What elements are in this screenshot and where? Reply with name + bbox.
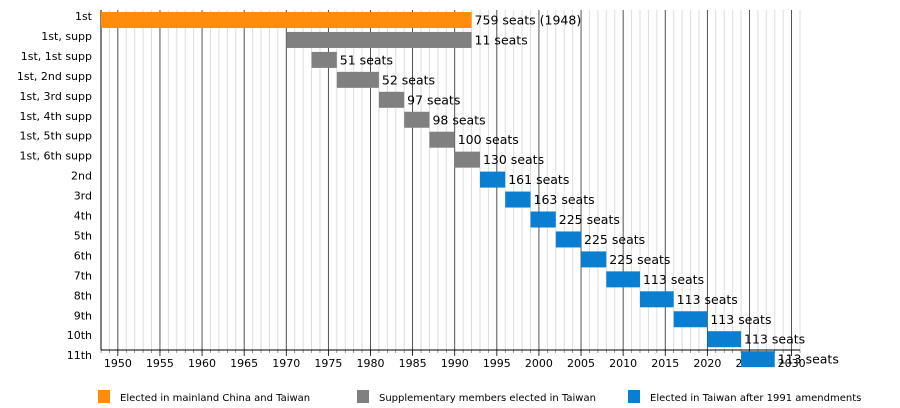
bar xyxy=(429,131,455,148)
bar-label: 51 seats xyxy=(340,52,393,67)
bar-label: 97 seats xyxy=(407,92,460,107)
bar xyxy=(673,311,708,328)
category-label: 1st, 4th supp xyxy=(20,110,93,123)
legend-swatch xyxy=(628,390,640,403)
bar-label: 225 seats xyxy=(584,232,645,247)
bar xyxy=(286,31,472,48)
x-tick-label: 2010 xyxy=(609,357,637,370)
category-label: 7th xyxy=(74,269,92,282)
bar xyxy=(404,111,430,128)
x-tick-label: 1990 xyxy=(441,357,469,370)
bar-label: 11 seats xyxy=(475,32,528,47)
bar xyxy=(479,171,506,188)
x-tick-label: 1950 xyxy=(104,357,132,370)
x-tick-label: 2015 xyxy=(651,357,679,370)
x-tick-label: 1975 xyxy=(314,357,342,370)
category-label: 1st, 1st supp xyxy=(21,50,92,63)
category-label: 1st, 2nd supp xyxy=(17,70,92,83)
bar xyxy=(606,271,640,288)
legend-swatch xyxy=(98,390,110,403)
bar-label: 98 seats xyxy=(432,112,485,127)
bar xyxy=(555,231,582,248)
category-label: 6th xyxy=(74,249,92,262)
bar-label: 225 seats xyxy=(559,212,620,227)
bar-label: 163 seats xyxy=(534,192,595,207)
bar-label: 113 seats xyxy=(744,332,805,347)
bar-label: 113 seats xyxy=(677,292,738,307)
bar xyxy=(707,331,742,348)
x-tick-label: 1970 xyxy=(272,357,300,370)
x-tick-label: 2020 xyxy=(693,357,721,370)
bar-label: 759 seats (1948) xyxy=(475,13,582,28)
bar xyxy=(101,12,472,28)
x-tick-label: 1995 xyxy=(483,357,511,370)
legend-text: Elected in Taiwan after 1991 amendments xyxy=(650,393,861,404)
category-label: 1st, 6th supp xyxy=(20,150,93,163)
x-tick-label: 1980 xyxy=(356,357,384,370)
category-label: 11th xyxy=(67,349,92,362)
bar-label: 225 seats xyxy=(609,252,670,267)
x-tick-label: 2005 xyxy=(567,357,595,370)
category-label: 1st, 5th supp xyxy=(20,130,93,143)
x-tick-label: 1960 xyxy=(188,357,216,370)
legend-swatch xyxy=(357,390,369,403)
category-label: 10th xyxy=(67,329,92,342)
bar xyxy=(311,51,337,68)
bar xyxy=(639,291,674,308)
x-tick-label: 2000 xyxy=(525,357,553,370)
bar-label: 161 seats xyxy=(508,172,569,187)
category-label: 4th xyxy=(74,210,92,223)
x-tick-label: 2030 xyxy=(778,357,806,370)
category-label: 8th xyxy=(74,289,92,302)
bar xyxy=(505,191,531,208)
bar-label: 130 seats xyxy=(483,152,544,167)
bar-label: 113 seats xyxy=(778,352,839,367)
bar-label: 113 seats xyxy=(710,312,771,327)
category-label: 1st, 3rd supp xyxy=(19,90,92,103)
bar xyxy=(336,71,379,88)
category-label: 3rd xyxy=(74,190,92,203)
category-label: 9th xyxy=(74,309,92,322)
bar-label: 100 seats xyxy=(458,132,519,147)
category-label: 1st xyxy=(75,10,93,23)
bar xyxy=(530,211,556,228)
bar-label: 113 seats xyxy=(643,272,704,287)
x-tick-label: 1965 xyxy=(230,357,258,370)
legend-text: Supplementary members elected in Taiwan xyxy=(379,393,596,404)
bar xyxy=(741,351,775,368)
x-tick-label: 1955 xyxy=(146,357,174,370)
bar xyxy=(581,251,607,268)
bar xyxy=(378,91,405,108)
category-label: 1st, supp xyxy=(41,30,92,43)
x-tick-label: 1985 xyxy=(399,357,427,370)
legend-text: Elected in mainland China and Taiwan xyxy=(120,393,310,404)
category-label: 5th xyxy=(74,229,92,242)
category-label: 2nd xyxy=(71,170,92,183)
bar xyxy=(454,151,480,168)
bar-label: 52 seats xyxy=(382,72,435,87)
